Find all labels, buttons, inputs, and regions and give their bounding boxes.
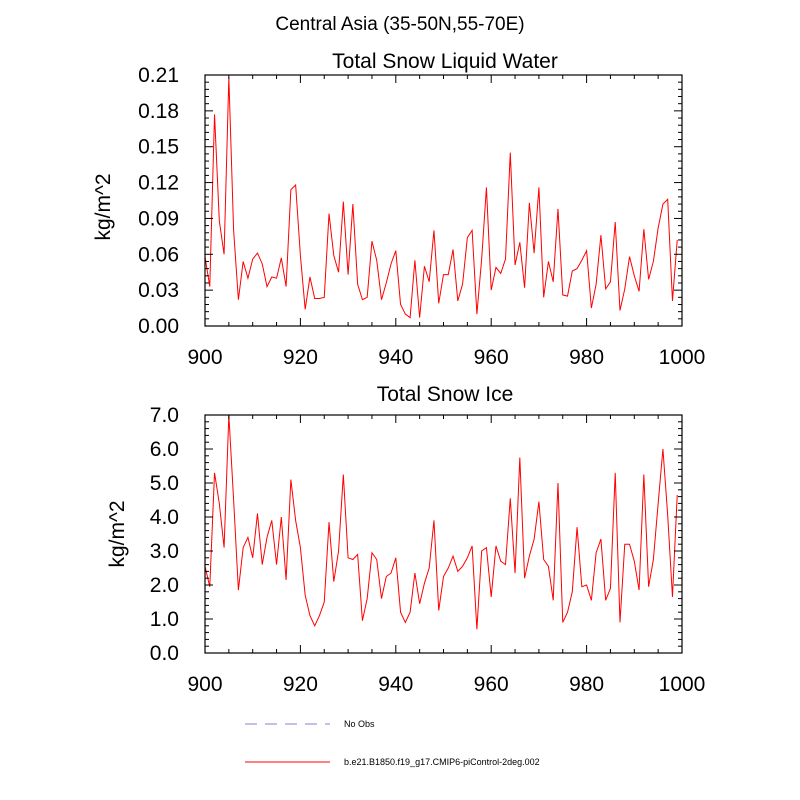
legend-label-no-obs: No Obs <box>344 719 375 729</box>
x-tick-label: 940 <box>378 673 413 696</box>
y-tick-label: 0.18 <box>138 100 179 123</box>
y-tick-label: 0.03 <box>138 279 179 302</box>
panel-title: Total Snow Ice <box>377 383 514 406</box>
y-tick-label: 0.09 <box>138 207 179 230</box>
x-tick-label: 1000 <box>659 346 706 369</box>
y-tick-label: 0.0 <box>150 642 179 665</box>
y-tick-label: 3.0 <box>150 540 179 563</box>
series-line <box>204 77 678 319</box>
x-tick-label: 1000 <box>659 673 706 696</box>
x-tick-label: 920 <box>283 346 318 369</box>
x-tick-label: 980 <box>569 673 604 696</box>
x-tick-label: 980 <box>569 346 604 369</box>
x-tick-label: 960 <box>474 673 509 696</box>
y-tick-label: 5.0 <box>150 472 179 495</box>
panel-title: Total Snow Liquid Water <box>332 50 558 73</box>
y-axis-label: kg/m^2 <box>106 500 129 567</box>
y-tick-label: 0.00 <box>138 315 179 338</box>
y-axis-label: kg/m^2 <box>92 173 115 240</box>
y-tick-label: 0.12 <box>138 172 179 195</box>
x-tick-label: 960 <box>474 346 509 369</box>
panel-snow-liquid-water: Total Snow Liquid Water kg/m^2 900 920 940… <box>92 50 705 369</box>
legend: No Obs b.e21.B1850.f19_g17.CMIP6-piContr… <box>245 719 540 767</box>
suptitle: Central Asia (35-50N,55-70E) <box>275 14 524 35</box>
y-tick-label: 0.15 <box>138 136 179 159</box>
plot-frame <box>204 414 683 654</box>
y-tick-label: 6.0 <box>150 438 179 461</box>
y-tick-label: 0.06 <box>138 243 179 266</box>
series-line <box>204 414 678 630</box>
plot-frame <box>204 74 683 327</box>
x-tick-label: 900 <box>187 673 222 696</box>
legend-label-model: b.e21.B1850.f19_g17.CMIP6-piControl-2deg… <box>344 757 540 767</box>
y-tick-label: 7.0 <box>150 404 179 427</box>
x-tick-label: 920 <box>283 673 318 696</box>
y-tick-label: 4.0 <box>150 506 179 529</box>
x-tick-label: 900 <box>187 346 222 369</box>
x-tick-label: 940 <box>378 346 413 369</box>
y-tick-label: 0.21 <box>138 64 179 87</box>
y-tick-label: 1.0 <box>150 608 179 631</box>
panel-snow-ice: Total Snow Ice kg/m^2 900 920 940 960 980 100… <box>106 383 705 696</box>
y-tick-label: 2.0 <box>150 574 179 597</box>
